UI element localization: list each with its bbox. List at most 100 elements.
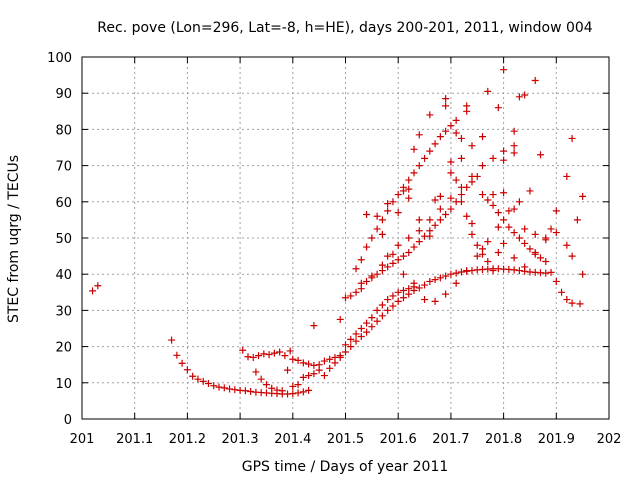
data-point <box>452 176 460 184</box>
data-point <box>265 351 273 359</box>
x-tick-labels: 201 201.1 201.2 201.3 201.4 201.5 201.6 201.7 20… <box>70 432 622 447</box>
grid <box>82 57 609 419</box>
data-point <box>421 154 429 162</box>
data-point <box>484 258 492 266</box>
data-point <box>249 353 257 361</box>
data-point <box>431 297 439 305</box>
y-tick-label: 70 <box>55 160 72 175</box>
data-point <box>463 212 471 220</box>
data-point <box>394 256 402 264</box>
data-point <box>394 297 402 305</box>
data-point <box>500 66 508 74</box>
data-point <box>363 319 371 327</box>
data-point <box>378 216 386 224</box>
data-point <box>276 348 284 356</box>
data-point <box>305 360 313 368</box>
chart-title: Rec. pove (Lon=296, Lat=-8, h=HE), days … <box>97 20 593 36</box>
x-tick-label: 201.6 <box>380 432 417 447</box>
data-point <box>510 229 518 237</box>
data-point <box>389 250 397 258</box>
data-point <box>405 185 413 193</box>
data-point <box>399 270 407 278</box>
data-point <box>558 288 566 296</box>
data-point <box>457 268 465 276</box>
y-tick-labels: 0 10 20 30 40 50 60 70 80 90 100 <box>47 51 72 428</box>
data-point <box>320 372 328 380</box>
data-point <box>452 116 460 124</box>
data-point <box>378 312 386 320</box>
data-point <box>210 382 218 390</box>
data-point <box>352 265 360 273</box>
data-point <box>431 276 439 284</box>
data-point <box>357 332 365 340</box>
data-point <box>294 389 302 397</box>
data-point <box>239 346 247 354</box>
data-point <box>289 355 297 363</box>
data-point <box>552 207 560 215</box>
x-axis-label: GPS time / Days of year 2011 <box>242 459 449 475</box>
data-point <box>373 225 381 233</box>
data-point <box>436 192 444 200</box>
data-point <box>363 210 371 218</box>
data-point <box>284 366 292 374</box>
data-point <box>394 288 402 296</box>
data-point <box>405 176 413 184</box>
data-point <box>183 366 191 374</box>
data-point <box>310 361 318 369</box>
data-point <box>241 387 249 395</box>
data-point <box>526 187 534 195</box>
data-point <box>384 200 392 208</box>
data-point <box>415 162 423 170</box>
data-point <box>568 252 576 260</box>
data-point <box>373 306 381 314</box>
data-point <box>457 134 465 142</box>
data-point <box>373 212 381 220</box>
data-point <box>278 387 286 395</box>
data-point <box>310 370 318 378</box>
data-point <box>484 196 492 204</box>
data-point <box>426 111 434 119</box>
data-point <box>510 266 518 274</box>
x-tick-label: 201.5 <box>327 432 364 447</box>
data-point <box>510 205 518 213</box>
data-point <box>394 209 402 217</box>
data-point <box>378 230 386 238</box>
data-point <box>89 287 97 295</box>
data-point <box>199 377 207 385</box>
data-point <box>215 383 223 391</box>
data-point <box>542 234 550 242</box>
data-point <box>494 104 502 112</box>
data-point <box>368 314 376 322</box>
y-tick-label: 40 <box>55 268 72 283</box>
data-point <box>452 269 460 277</box>
data-point <box>500 189 508 197</box>
x-tick-label: 201.1 <box>116 432 153 447</box>
data-point <box>442 127 450 135</box>
data-point <box>436 274 444 282</box>
data-point <box>505 207 513 215</box>
data-point <box>273 386 281 394</box>
data-point <box>500 216 508 224</box>
x-tick-label: 201.2 <box>169 432 206 447</box>
data-point <box>563 172 571 180</box>
data-point <box>405 285 413 293</box>
data-point <box>378 301 386 309</box>
x-tick-label: 201 <box>70 432 95 447</box>
data-point <box>244 353 252 361</box>
y-tick-label: 60 <box>55 196 72 211</box>
data-point <box>426 216 434 224</box>
data-point <box>515 234 523 242</box>
data-point <box>536 254 544 262</box>
x-tick-label: 201.4 <box>274 432 311 447</box>
data-point <box>510 254 518 262</box>
data-point <box>484 87 492 95</box>
data-point <box>299 373 307 381</box>
data-point <box>368 272 376 280</box>
data-point <box>521 225 529 233</box>
data-point <box>410 169 418 177</box>
data-point <box>515 198 523 206</box>
data-point <box>563 296 571 304</box>
data-point <box>315 366 323 374</box>
data-point <box>399 294 407 302</box>
data-point <box>368 323 376 331</box>
